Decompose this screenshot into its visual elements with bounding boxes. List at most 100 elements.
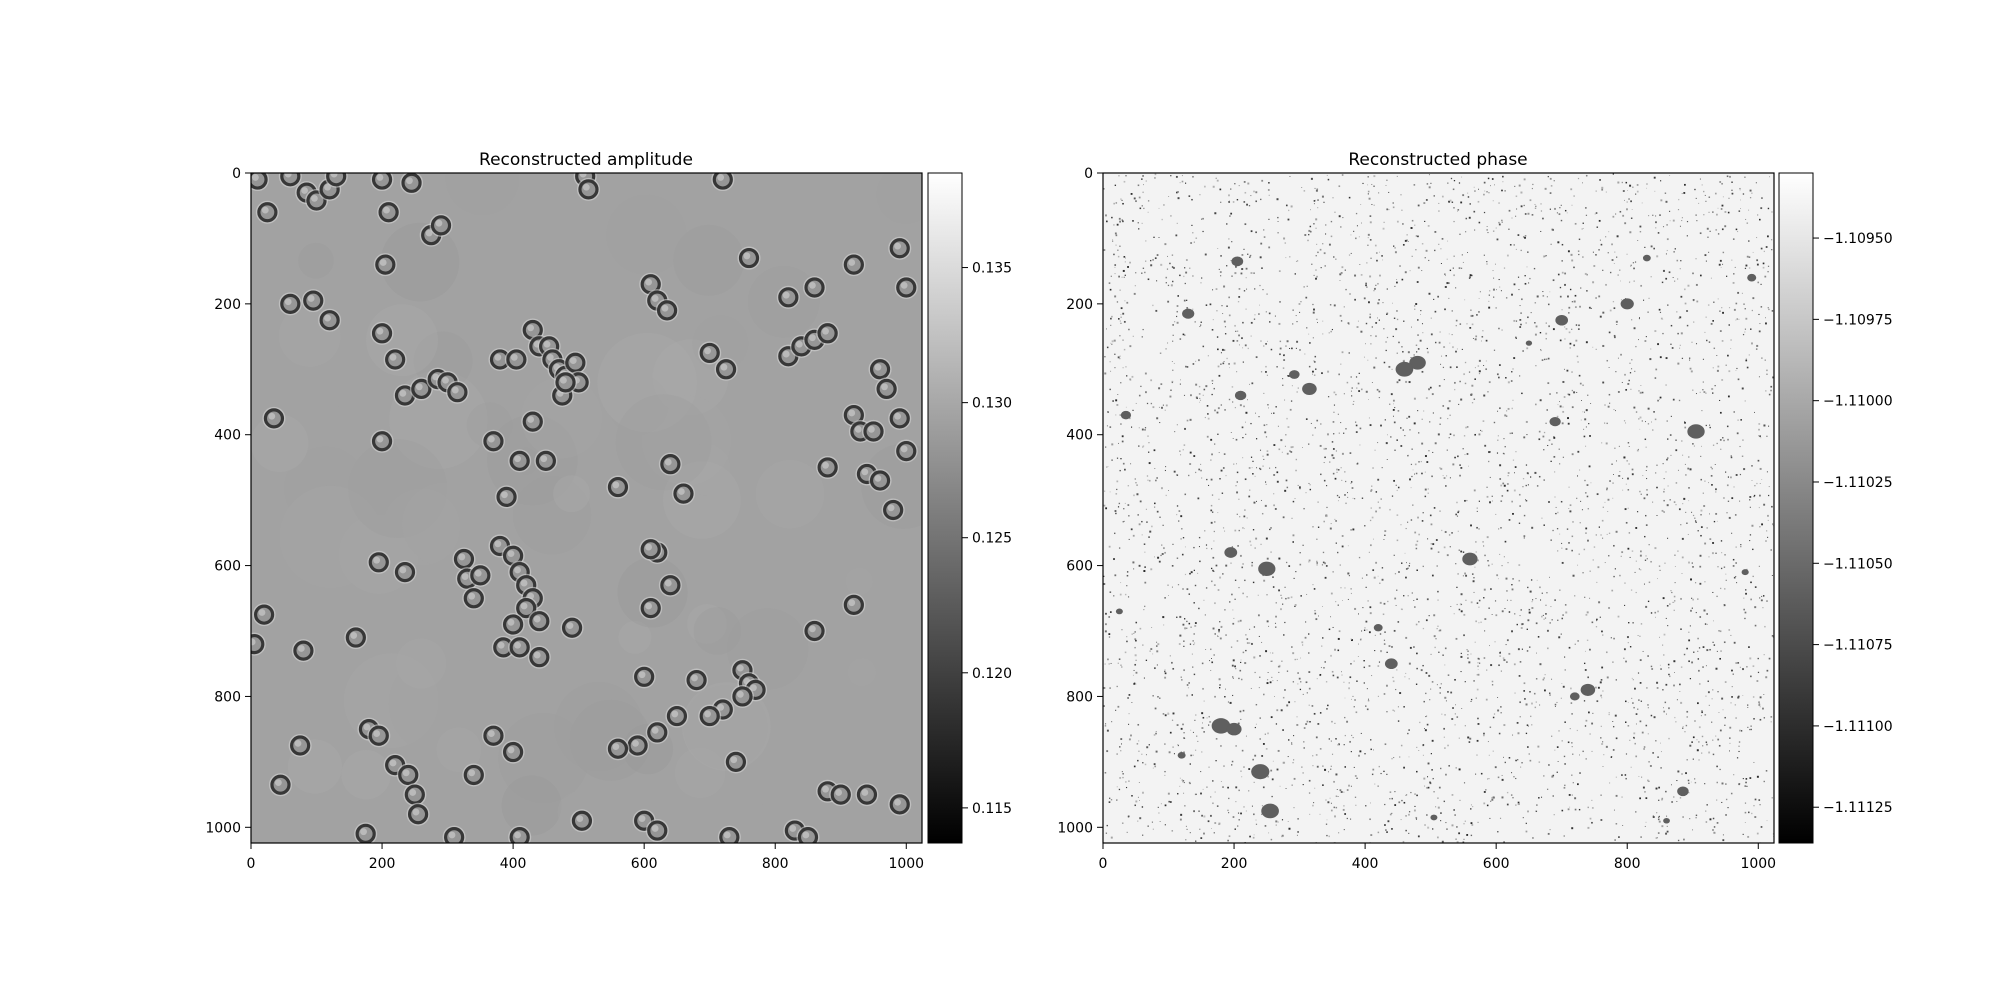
- noise-speck: [1413, 599, 1415, 601]
- noise-speck: [1562, 456, 1565, 458]
- noise-speck: [1682, 816, 1684, 818]
- noise-speck: [1642, 475, 1644, 477]
- cell-halo: [370, 429, 394, 453]
- noise-speck: [1137, 820, 1139, 822]
- noise-speck: [1308, 229, 1311, 232]
- noise-speck: [1500, 712, 1502, 714]
- noise-speck: [1436, 684, 1438, 686]
- noise-speck: [1268, 832, 1270, 834]
- noise-speck: [1709, 513, 1710, 515]
- noise-speck: [1276, 680, 1278, 682]
- noise-speck: [1472, 806, 1474, 808]
- noise-speck: [1210, 669, 1212, 671]
- noise-speck: [1447, 240, 1449, 242]
- noise-speck: [1405, 562, 1407, 564]
- noise-speck: [1353, 766, 1355, 768]
- noise-speck: [1716, 650, 1718, 652]
- noise-speck: [1229, 200, 1230, 202]
- noise-speck: [1712, 829, 1714, 831]
- noise-speck: [1378, 299, 1380, 301]
- noise-speck: [1688, 357, 1691, 359]
- noise-speck: [1410, 487, 1412, 489]
- noise-speck: [1192, 175, 1194, 178]
- noise-speck: [1437, 433, 1440, 436]
- noise-speck: [1307, 239, 1309, 242]
- noise-speck: [1509, 432, 1511, 435]
- cell-highlight: [442, 376, 449, 384]
- noise-speck: [1645, 605, 1648, 608]
- noise-speck: [1192, 754, 1194, 756]
- noise-speck: [1639, 682, 1642, 684]
- noise-speck: [1448, 400, 1451, 403]
- noise-speck: [1363, 682, 1365, 684]
- cell-highlight: [900, 445, 908, 453]
- noise-speck: [1645, 555, 1647, 557]
- noise-speck: [1477, 717, 1479, 720]
- noise-speck: [1569, 510, 1572, 513]
- noise-speck: [1398, 379, 1401, 382]
- noise-speck: [1190, 242, 1193, 244]
- noise-speck: [1356, 777, 1358, 779]
- noise-speck: [1167, 792, 1170, 795]
- noise-speck: [1220, 745, 1222, 747]
- noise-speck: [1154, 707, 1157, 710]
- noise-speck: [1693, 321, 1695, 323]
- noise-speck: [1702, 389, 1704, 391]
- noise-speck: [1335, 738, 1337, 740]
- noise-speck: [1676, 699, 1678, 701]
- noise-speck: [1526, 266, 1528, 268]
- noise-speck: [1250, 642, 1253, 645]
- noise-speck: [1556, 771, 1558, 773]
- noise-speck: [1768, 657, 1771, 660]
- noise-speck: [1526, 650, 1529, 652]
- noise-speck: [1415, 472, 1418, 475]
- noise-speck: [1219, 271, 1222, 273]
- noise-speck: [1725, 471, 1727, 473]
- noise-speck: [1152, 653, 1154, 655]
- noise-speck: [1225, 564, 1228, 567]
- texture-blotch: [755, 459, 825, 529]
- noise-speck: [1705, 392, 1707, 394]
- noise-speck: [1409, 478, 1411, 481]
- noise-speck: [1319, 673, 1322, 676]
- noise-speck: [1625, 777, 1627, 780]
- noise-speck: [1341, 479, 1343, 481]
- noise-speck: [1622, 824, 1624, 826]
- noise-speck: [1296, 260, 1299, 262]
- noise-speck: [1346, 381, 1349, 384]
- noise-speck: [1519, 661, 1522, 663]
- noise-speck: [1193, 455, 1196, 457]
- noise-speck: [1115, 244, 1117, 246]
- noise-speck: [1344, 587, 1346, 589]
- noise-speck: [1655, 787, 1658, 790]
- noise-speck: [1133, 682, 1136, 684]
- noise-speck: [1373, 175, 1376, 178]
- noise-speck: [1708, 704, 1710, 706]
- noise-speck: [1132, 409, 1134, 411]
- noise-speck: [1448, 200, 1451, 203]
- noise-speck: [1542, 291, 1544, 293]
- noise-speck: [1666, 825, 1668, 827]
- noise-speck: [1748, 256, 1751, 258]
- noise-speck: [1713, 520, 1716, 523]
- noise-speck: [1518, 675, 1521, 677]
- noise-speck: [1383, 361, 1386, 364]
- noise-speck: [1541, 615, 1543, 618]
- noise-speck: [1219, 576, 1222, 579]
- noise-speck: [1202, 722, 1203, 724]
- noise-speck: [1690, 609, 1692, 612]
- noise-speck: [1425, 692, 1427, 695]
- noise-speck: [1481, 430, 1483, 432]
- noise-speck: [1700, 509, 1703, 512]
- noise-speck: [1561, 243, 1564, 246]
- noise-speck: [1445, 773, 1447, 776]
- noise-speck: [1142, 445, 1145, 447]
- noise-speck: [1248, 205, 1251, 207]
- noise-speck: [1644, 825, 1646, 827]
- noise-speck: [1677, 332, 1679, 335]
- noise-speck: [1309, 813, 1311, 815]
- noise-speck: [1330, 765, 1332, 767]
- noise-speck: [1627, 642, 1629, 644]
- noise-speck: [1448, 764, 1451, 767]
- noise-speck: [1141, 428, 1144, 431]
